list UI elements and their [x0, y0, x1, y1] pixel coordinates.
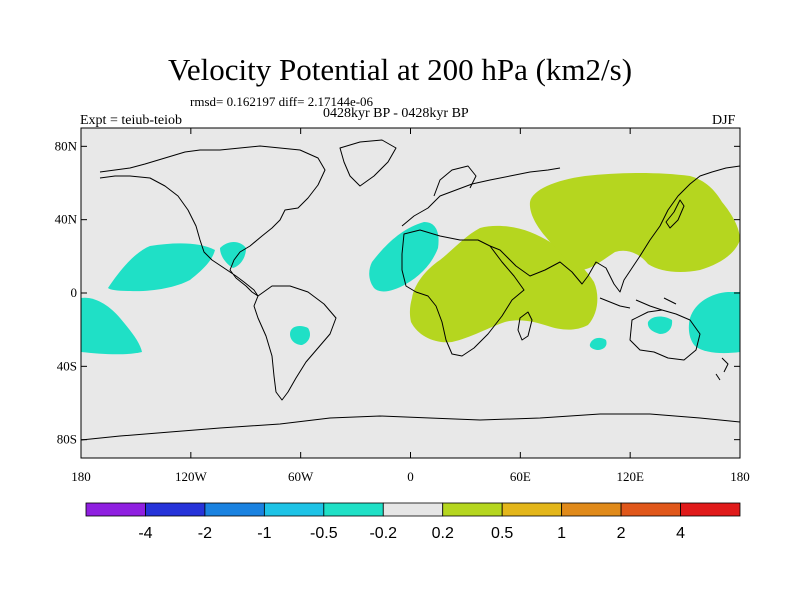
anomaly-region: [589, 337, 607, 350]
map-area: [81, 128, 740, 458]
colorbar-swatch: [263, 502, 325, 517]
south-america-coastline: [253, 285, 337, 401]
colorbar: -4 -2 -1 -0.5 -0.2 0.2 0.5 1 2 4: [85, 502, 741, 542]
lat-label: 40N: [55, 212, 78, 227]
lat-label: 80S: [57, 432, 77, 447]
colorbar-label: 2: [617, 525, 626, 542]
lat-label: 80N: [55, 138, 78, 153]
anomaly-region: [529, 173, 740, 272]
colorbar-label: 0.2: [432, 525, 454, 542]
lon-label: 120E: [616, 469, 644, 484]
chart-title: Velocity Potential at 200 hPa (km2/s): [167, 52, 633, 87]
madagascar-coastline: [517, 311, 533, 341]
colorbar-swatch: [442, 502, 503, 517]
colorbar-swatch: [323, 502, 384, 517]
anomaly-region: [369, 222, 439, 292]
anomaly-region: [647, 316, 673, 334]
season-label: DJF: [712, 113, 736, 128]
north-america-coastline: [99, 145, 326, 297]
lat-label: 0: [71, 285, 78, 300]
colorbar-label: -1: [257, 525, 271, 542]
colorbar-swatch: [382, 502, 444, 517]
colorbar-label: 4: [676, 525, 685, 542]
colorbar-swatch: [501, 502, 563, 517]
lon-label: 0: [407, 469, 414, 484]
africa-coastline: [401, 229, 525, 357]
anomaly-region: [409, 225, 598, 343]
antarctica-coastline: [81, 413, 740, 441]
asia-coastline: [489, 165, 740, 293]
colorbar-swatch: [561, 502, 622, 517]
colorbar-label: 1: [557, 525, 566, 542]
anomaly-region: [220, 242, 246, 268]
lon-label: 180: [730, 469, 750, 484]
colorbar-label: -2: [198, 525, 212, 542]
new-zealand-coastline: [715, 357, 729, 381]
indonesia-coastline: [599, 297, 677, 311]
colorbar-label: -4: [138, 525, 152, 542]
rmsd-diff-stats: rmsd= 0.162197 diff= 2.17144e-06: [190, 94, 374, 109]
lon-label: 180: [71, 469, 91, 484]
colorbar-swatch: [204, 502, 265, 517]
colorbar-label: -0.2: [369, 525, 397, 542]
japan-coastline: [665, 199, 685, 229]
colorbar-swatch: [680, 502, 741, 517]
australia-coastline: [629, 309, 701, 361]
scandinavia-coastline: [433, 165, 477, 197]
lat-label: 40S: [57, 358, 77, 373]
anomaly-region: [688, 292, 740, 354]
greenland-coastline: [339, 139, 397, 187]
lon-label: 60W: [288, 469, 314, 484]
colorbar-label: -0.5: [310, 525, 338, 542]
anomaly-region: [81, 297, 142, 355]
colorbar-swatch: [145, 502, 206, 517]
experiment-label: Expt = teiub-teiob: [80, 113, 182, 128]
period-label: 0428kyr BP - 0428kyr BP: [323, 106, 469, 121]
anomaly-region: [108, 243, 215, 292]
longitude-axis: 180 120W 60W 0 60E 120E 180: [71, 128, 750, 484]
colorbar-swatch: [620, 502, 681, 517]
colorbar-swatch: [85, 502, 146, 517]
lon-label: 120W: [175, 469, 208, 484]
anomaly-region: [290, 326, 310, 345]
colorbar-label: 0.5: [491, 525, 513, 542]
lon-label: 60E: [510, 469, 531, 484]
latitude-axis: 80N 40N 0 40S 80S: [55, 138, 740, 447]
